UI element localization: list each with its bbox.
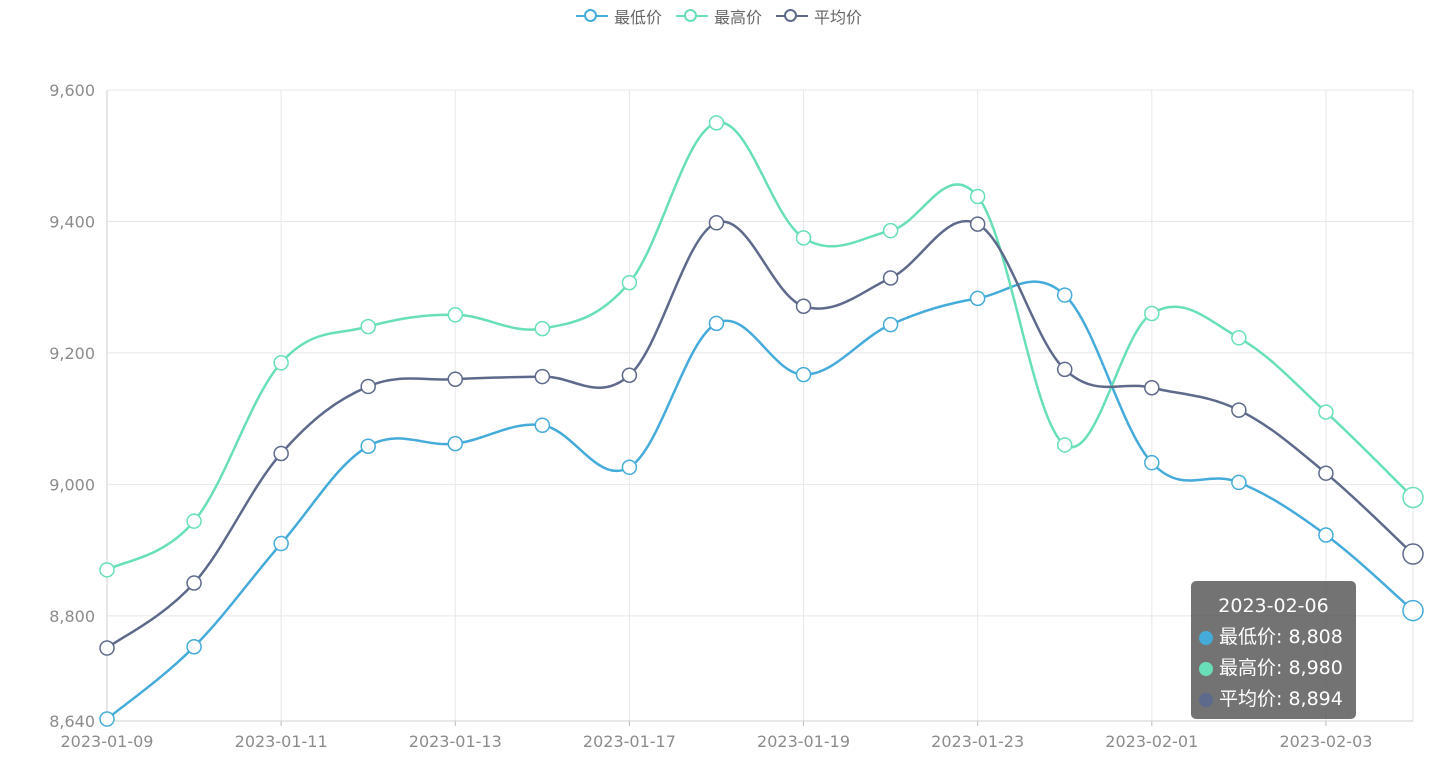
data-point-0: [882, 316, 899, 333]
data-point-0: [708, 315, 725, 332]
data-point-2: [447, 371, 464, 387]
x-tick-label: 2023-01-23: [931, 732, 1024, 751]
data-point-1: [186, 513, 202, 529]
data-point-1: [1144, 305, 1160, 322]
data-point-0: [1231, 474, 1247, 491]
data-point-2: [708, 215, 725, 231]
legend-marker-avg: [776, 9, 808, 23]
data-point-1: [99, 562, 115, 578]
tooltip-dot-avg: [1199, 692, 1213, 707]
data-point-2: [186, 575, 202, 591]
tooltip-row-avg: 平均价: 8,894: [1199, 684, 1348, 715]
x-tick-label: 2023-01-11: [235, 732, 328, 751]
data-point-2: [360, 378, 376, 395]
x-tick-label: 2023-02-03: [1279, 732, 1372, 751]
data-point-2: [1056, 361, 1073, 378]
data-point-1: [621, 274, 638, 291]
x-tick-label: 2023-01-17: [583, 732, 676, 751]
data-point-2: [534, 368, 551, 385]
legend-label-min: 最低价: [613, 8, 662, 27]
y-tick-label: 8,640: [49, 712, 95, 731]
axes: 8,640 8,800 9,000 9,200 9,400 9,600 2023-01-09…: [49, 81, 1413, 751]
tooltip-dot-min: [1199, 630, 1213, 645]
y-tick-label: 8,800: [49, 607, 95, 626]
grid: [107, 89, 1414, 721]
data-point-0: [1144, 454, 1160, 471]
x-tick-label: 2023-01-19: [757, 732, 850, 751]
data-point-0: [795, 366, 812, 383]
tooltip: 2023-02-06 最低价: 8,808 最高价: 8,980 平均价: 8,…: [1191, 581, 1356, 719]
data-point-2: [882, 270, 899, 286]
tooltip-label-max: 最高价: 8,980: [1219, 657, 1343, 679]
data-point-1: [708, 115, 725, 131]
data-point-0: [534, 417, 551, 433]
legend-item-min[interactable]: 最低价: [575, 4, 662, 28]
x-tick-label: 2023-02-01: [1105, 732, 1198, 751]
legend-marker-min: [575, 9, 608, 23]
y-tick-label: 9,200: [49, 344, 95, 363]
data-point-2: [273, 445, 289, 462]
y-tick-label: 9,400: [49, 212, 95, 231]
data-point-2: [969, 216, 986, 232]
tooltip-row-max: 最高价: 8,980: [1199, 653, 1348, 684]
data-point-1: [273, 355, 289, 371]
data-point-0: [969, 290, 986, 307]
data-point-1: [360, 318, 376, 335]
data-point-0: [621, 459, 638, 476]
series-line-2: [106, 220, 1414, 650]
data-point-1: [1402, 486, 1424, 509]
data-point-1: [1231, 330, 1247, 346]
data-point-1: [795, 230, 812, 246]
data-point-1: [447, 307, 464, 323]
data-point-2: [1318, 465, 1334, 481]
data-point-1: [882, 222, 899, 239]
data-point-0: [1402, 599, 1424, 622]
legend: 最低价 最高价 平均价: [0, 4, 1438, 28]
legend-label-max: 最高价: [713, 8, 762, 27]
data-point-0: [1056, 287, 1073, 303]
legend-item-max[interactable]: 最高价: [675, 4, 762, 28]
series-points: [99, 115, 1424, 727]
tooltip-dot-max: [1199, 661, 1213, 676]
x-tick-label: 2023-01-13: [409, 732, 502, 751]
data-point-2: [1231, 402, 1247, 418]
legend-item-avg[interactable]: 平均价: [776, 4, 862, 28]
tooltip-title: 2023-02-06: [1218, 595, 1329, 617]
tooltip-row-min: 最低价: 8,808: [1199, 622, 1348, 653]
data-point-0: [1318, 527, 1334, 543]
data-point-0: [273, 535, 289, 552]
series-line-0: [106, 280, 1414, 720]
legend-marker-max: [675, 9, 708, 23]
data-point-2: [1402, 543, 1424, 565]
data-point-0: [99, 711, 115, 727]
data-point-1: [969, 188, 986, 205]
data-point-2: [795, 298, 812, 314]
data-point-1: [534, 320, 551, 337]
data-point-1: [1318, 404, 1334, 420]
y-tick-label: 9,600: [49, 81, 95, 100]
data-point-0: [360, 438, 376, 455]
data-point-1: [1056, 437, 1073, 453]
tooltip-label-min: 最低价: 8,808: [1219, 626, 1343, 648]
x-tick-label: 2023-01-09: [61, 732, 154, 751]
legend-label-avg: 平均价: [814, 8, 863, 27]
data-point-0: [447, 435, 464, 452]
series-line-1: [106, 121, 1414, 571]
data-point-2: [621, 367, 638, 384]
data-point-2: [1144, 380, 1160, 396]
y-tick-label: 9,000: [49, 475, 95, 494]
data-point-2: [99, 640, 115, 656]
series-lines: [106, 121, 1414, 720]
data-point-0: [186, 638, 202, 655]
tooltip-label-avg: 平均价: 8,894: [1219, 688, 1343, 710]
